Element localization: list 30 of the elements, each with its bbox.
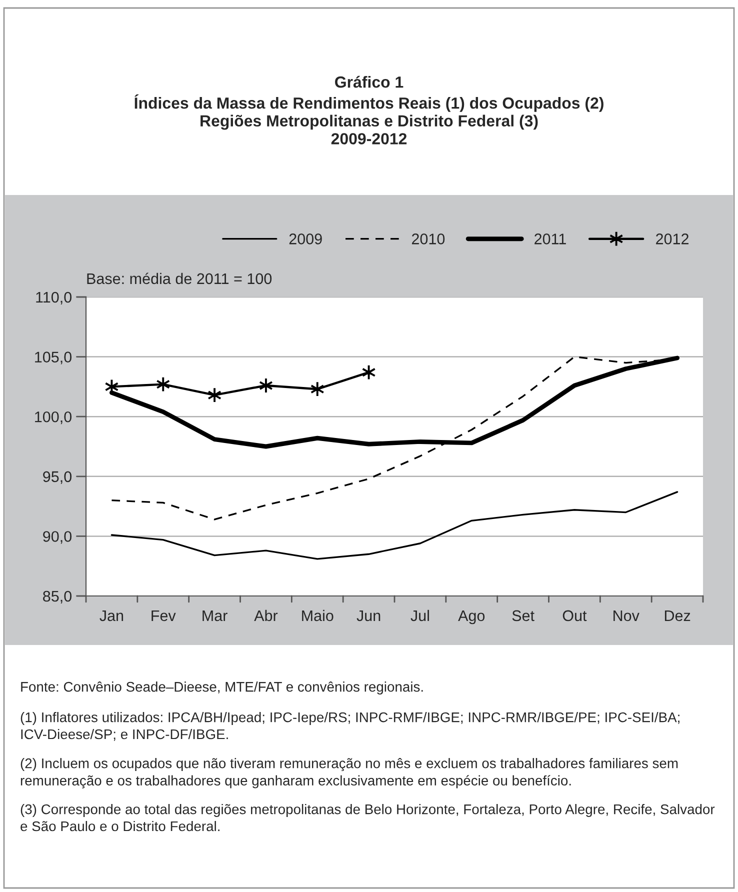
- x-tick-label: Maio: [302, 610, 334, 622]
- legend-label: 2009: [289, 234, 322, 244]
- x-tick-label: Out: [562, 610, 587, 622]
- point: [258, 378, 273, 394]
- text: (2) Incluem os ocupados que não tiveram remuneração no mês e excluem os trabalhadores familiares sem remuneração e os trabalhadores que ganharam exclusivamente em espécie ou benefício.: [20, 758, 678, 788]
- x-tick-label: Fev: [152, 610, 176, 622]
- legend-label: 2011: [534, 234, 566, 244]
- y-tick-label: 95,0: [43, 471, 72, 484]
- legend-label: 2012: [656, 234, 688, 244]
- x-tick-label: Nov: [614, 610, 640, 622]
- x-tick-label: Jan: [100, 610, 124, 622]
- text: Base: média de 2011 = 100: [87, 272, 272, 284]
- text: (1) Inflatores utilizados: IPCA/BH/Ipead; IPC-Iepe/RS; INPC-RMF/IBGE; INPC-RMR/IBGE/PE; IPC-SEI/BA; ICV-Dieese/SP; e INPC-DF/IBGE.: [20, 712, 680, 741]
- x-tick-label: Dez: [664, 610, 690, 622]
- text: (3) Corresponde ao total das regiões metropolitanas de Belo Horizonte, Fortaleza, Porto Alegre, Recife, Salvador e São Paulo e o Distrito Federal.: [20, 804, 715, 832]
- line-series: [110, 491, 678, 560]
- x-tick-label: Mar: [202, 610, 228, 622]
- source-note: Fonte: Convênio Seade–Dieese, MTE/FAT e convênios regionais.: [21, 682, 423, 694]
- y-tick-label: 85,0: [43, 590, 72, 604]
- legend-label: 2010: [412, 234, 445, 244]
- y-tick-label: 105,0: [35, 352, 72, 364]
- y-tick-label: 110,0: [36, 292, 72, 304]
- x-tick-label: Jul: [410, 610, 429, 622]
- x-tick-label: Abr: [254, 610, 278, 622]
- x-tick-label: Set: [512, 610, 534, 622]
- x-tick-label: Jun: [356, 610, 380, 622]
- x-tick-label: Ago: [458, 610, 485, 624]
- y-tick-label: 100,0: [35, 411, 72, 424]
- y-tick-label: 90,0: [43, 531, 72, 544]
- chart-title: Gráfico 1 Índices da Massa de Rendimentos Reais (1) dos Ocupados (2) Regiões Metropolitanas e Distrito Federal (3) 2009-2012: [134, 76, 604, 144]
